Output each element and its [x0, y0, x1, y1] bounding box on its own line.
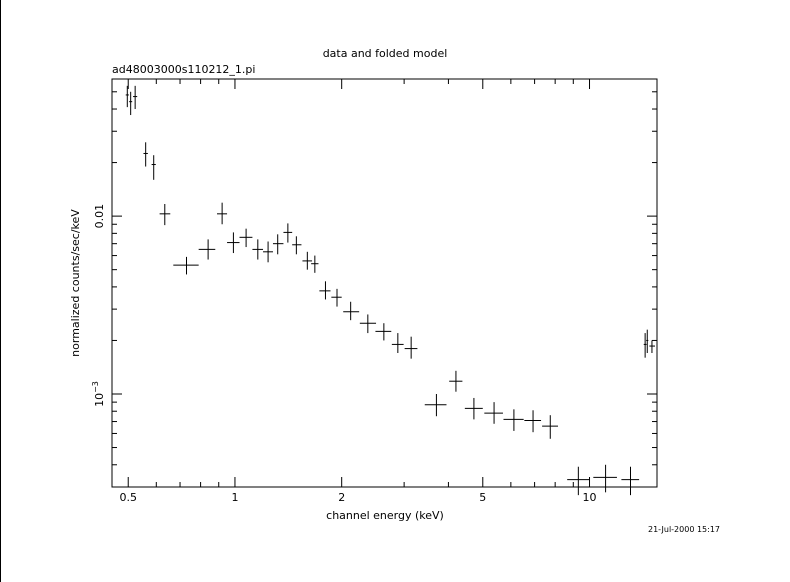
data-point — [449, 370, 463, 392]
axis-ticks — [112, 79, 657, 488]
data-point — [133, 85, 138, 110]
data-point — [173, 256, 199, 275]
chart-title: data and folded model — [323, 47, 448, 60]
data-point — [217, 202, 228, 225]
y-tick-label: 0.01 — [93, 204, 106, 229]
data-point — [283, 223, 293, 243]
axis-tick-labels: 0.5 1 2 5 10 0.01 10−3 — [91, 204, 597, 504]
data-point — [593, 464, 617, 493]
chart-subtitle: ad48003000s110212_1.pi — [112, 63, 255, 76]
data-point — [503, 409, 524, 431]
data-point — [331, 288, 342, 307]
data-point — [359, 314, 377, 334]
data-point — [143, 142, 148, 167]
data-point — [129, 91, 133, 116]
data-point — [542, 415, 559, 439]
data-point — [263, 241, 273, 263]
x-axis-label: channel energy (keV) — [326, 509, 444, 522]
window-left-border — [0, 0, 1, 582]
data-point — [375, 323, 392, 341]
x-tick-label: 0.5 — [119, 491, 137, 504]
data-point — [524, 410, 542, 433]
data-point — [239, 228, 253, 248]
data-point — [302, 251, 313, 270]
data-point — [391, 333, 404, 354]
data-point — [621, 466, 640, 496]
y-tick-label: 10−3 — [91, 381, 106, 407]
data-point — [319, 281, 331, 300]
x-tick-label: 1 — [231, 491, 238, 504]
data-point — [151, 155, 156, 180]
x-tick-label: 5 — [479, 491, 486, 504]
data-points — [125, 85, 656, 496]
data-point — [311, 255, 319, 273]
data-point — [343, 301, 360, 321]
data-point — [567, 466, 590, 496]
data-point — [292, 236, 302, 255]
plot-timestamp: 21-Jul-2000 15:17 — [648, 525, 721, 534]
data-point — [252, 239, 264, 260]
data-point — [464, 397, 483, 420]
data-point — [649, 340, 656, 354]
data-point — [646, 329, 649, 354]
data-point — [272, 234, 284, 255]
data-point — [198, 239, 216, 260]
x-tick-label: 10 — [583, 491, 597, 504]
data-point — [125, 85, 129, 108]
data-point — [159, 203, 171, 226]
data-point — [643, 333, 647, 358]
data-point — [424, 393, 447, 417]
plot-frame — [111, 78, 658, 488]
data-point — [484, 402, 503, 424]
x-tick-label: 2 — [338, 491, 345, 504]
data-point — [227, 232, 240, 254]
data-point — [404, 336, 418, 359]
y-axis-label: normalized counts/sec/keV — [69, 209, 82, 357]
